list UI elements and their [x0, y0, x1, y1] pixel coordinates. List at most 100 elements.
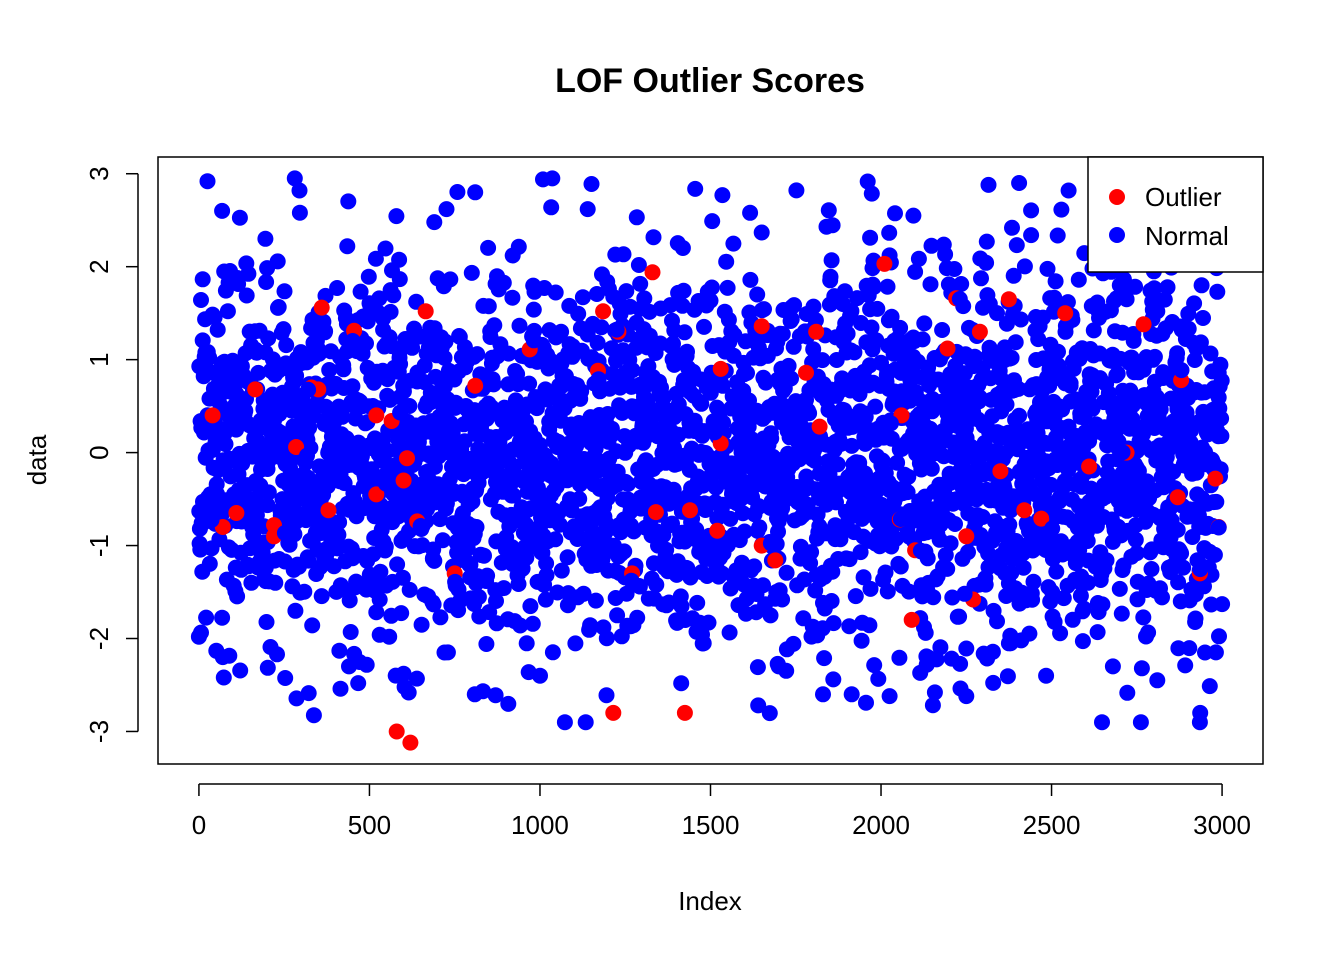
normal-point — [843, 437, 860, 454]
normal-point — [255, 452, 271, 469]
normal-point — [1146, 348, 1163, 365]
x-axis: 0 500 1000 1500 2000 2500 3000 — [192, 783, 1251, 840]
normal-point — [1094, 596, 1111, 613]
normal-point — [485, 376, 502, 393]
normal-point — [714, 187, 731, 204]
normal-point — [687, 180, 704, 197]
normal-point — [300, 381, 317, 398]
normal-point — [377, 538, 394, 555]
normal-point — [1042, 290, 1059, 307]
normal-point — [320, 475, 337, 492]
normal-point — [243, 574, 260, 591]
normal-point — [629, 609, 646, 626]
normal-point — [823, 252, 840, 269]
normal-point — [275, 321, 292, 338]
normal-point — [1160, 442, 1177, 458]
normal-point — [1005, 429, 1022, 446]
outlier-point — [320, 502, 337, 519]
normal-point — [220, 450, 237, 467]
outlier-point — [1057, 305, 1074, 322]
normal-point — [618, 283, 635, 300]
normal-point — [827, 531, 844, 548]
normal-point — [1034, 489, 1050, 506]
normal-point — [344, 378, 361, 395]
normal-point — [518, 635, 535, 652]
normal-point — [675, 372, 692, 389]
normal-point — [937, 246, 954, 263]
normal-point — [1204, 363, 1221, 380]
normal-point — [259, 659, 276, 676]
normal-point — [1015, 559, 1032, 576]
normal-point — [1011, 595, 1028, 612]
outlier-point — [288, 439, 305, 455]
normal-point — [762, 535, 779, 552]
normal-point — [1053, 201, 1070, 218]
normal-point — [1149, 672, 1166, 689]
normal-point — [1132, 714, 1149, 731]
normal-point — [590, 371, 607, 388]
normal-point — [1033, 539, 1050, 556]
normal-point — [807, 312, 824, 329]
normal-point — [880, 312, 897, 329]
normal-point — [879, 583, 896, 600]
normal-point — [656, 388, 673, 405]
normal-point — [231, 209, 248, 226]
normal-point — [504, 289, 521, 306]
normal-point — [371, 290, 388, 307]
normal-point — [1109, 395, 1126, 412]
normal-point — [1100, 385, 1117, 402]
normal-point — [377, 240, 394, 257]
normal-point — [214, 202, 231, 219]
normal-point — [843, 686, 860, 703]
normal-point — [560, 499, 577, 516]
normal-point — [624, 362, 641, 379]
normal-point — [571, 385, 588, 402]
normal-point — [858, 694, 874, 711]
normal-point — [887, 205, 903, 222]
normal-point — [891, 649, 908, 666]
normal-point — [922, 276, 939, 293]
normal-point — [590, 501, 606, 518]
legend-normal-marker — [1109, 227, 1125, 243]
normal-point — [541, 421, 558, 438]
normal-point — [825, 671, 842, 688]
normal-point — [706, 424, 723, 441]
normal-point — [1135, 609, 1152, 626]
normal-point — [714, 565, 731, 582]
normal-point — [666, 409, 683, 426]
normal-point — [638, 403, 655, 419]
normal-point — [288, 367, 305, 384]
outlier-point — [903, 611, 920, 628]
normal-point — [586, 419, 603, 436]
normal-point — [487, 687, 504, 704]
normal-point — [841, 618, 858, 635]
normal-point — [1192, 704, 1209, 721]
x-tick-label: 500 — [348, 810, 391, 840]
normal-point — [1136, 480, 1152, 496]
normal-point — [608, 321, 625, 338]
normal-point — [1180, 320, 1197, 337]
outlier-point — [712, 360, 729, 377]
normal-point — [574, 289, 591, 306]
x-tick-label: 1000 — [511, 810, 569, 840]
normal-point — [1007, 334, 1024, 351]
normal-point — [1055, 590, 1072, 607]
normal-point — [358, 656, 375, 673]
outlier-point — [767, 552, 784, 569]
normal-point — [660, 594, 677, 611]
normal-point — [864, 341, 881, 358]
normal-point — [214, 609, 231, 626]
y-tick-label: -2 — [84, 627, 114, 650]
normal-point — [749, 659, 766, 676]
normal-point — [191, 503, 208, 520]
normal-point — [535, 502, 551, 519]
normal-point — [944, 434, 961, 451]
normal-point — [587, 440, 604, 457]
normal-point — [988, 492, 1004, 509]
normal-point — [662, 434, 679, 451]
normal-point — [1155, 370, 1172, 386]
normal-point — [714, 377, 731, 394]
normal-point — [852, 544, 869, 561]
normal-point — [238, 287, 255, 304]
